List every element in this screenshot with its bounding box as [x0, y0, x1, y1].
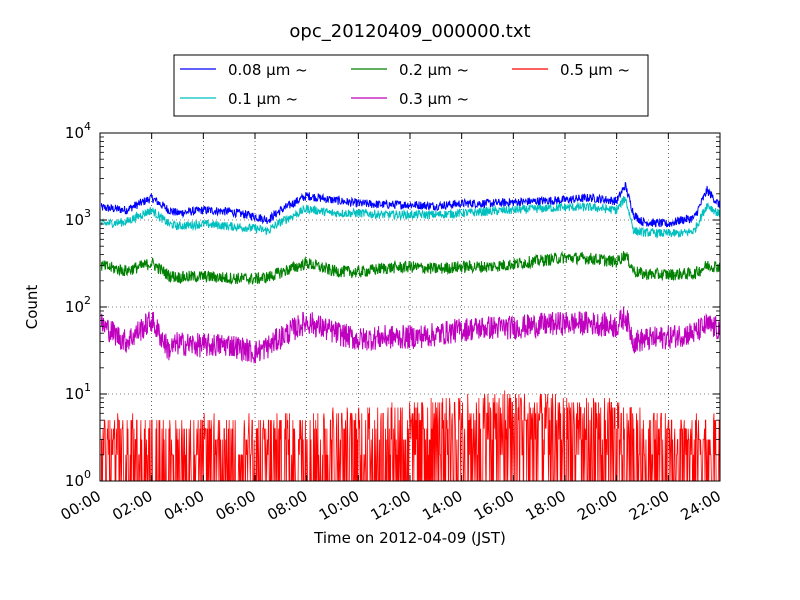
legend: 0.08 μm ~ 0.1 μm ~ 0.2 μm ~ 0.3 μm ~ 0.5 μm … — [173, 54, 649, 117]
legend-label: 0.5 μm ~ — [560, 61, 630, 79]
y-tick-label: 103 — [65, 207, 91, 229]
x-tick-label: 14:00 — [419, 487, 465, 524]
x-tick-label: 22:00 — [626, 487, 672, 524]
y-axis-label: Count — [23, 285, 41, 330]
y-tick-label: 104 — [65, 120, 91, 142]
x-axis-label: Time on 2012-04-09 (JST) — [313, 529, 506, 547]
series-line — [101, 306, 720, 365]
x-tick-label: 18:00 — [523, 487, 569, 524]
legend-label: 0.2 μm ~ — [399, 61, 469, 79]
x-tick-label: 10:00 — [316, 487, 362, 524]
y-tick-label: 102 — [65, 294, 91, 316]
y-tick-label: 100 — [65, 468, 91, 490]
axis-ticks — [99, 132, 721, 482]
series-line — [101, 390, 720, 481]
x-tick-label: 06:00 — [213, 487, 259, 524]
x-tick-label: 12:00 — [368, 487, 414, 524]
legend-label: 0.08 μm ~ — [228, 61, 308, 79]
x-tick-labels: 00:00 02:00 04:00 06:00 08:00 10:00 12:00 14:00… — [58, 487, 724, 524]
legend-box — [173, 54, 649, 117]
x-tick-label: 24:00 — [678, 487, 724, 524]
x-tick-label: 16:00 — [471, 487, 517, 524]
x-tick-label: 04:00 — [161, 487, 207, 524]
x-tick-label: 00:00 — [58, 487, 104, 524]
series-line — [101, 181, 720, 228]
legend-label: 0.3 μm ~ — [399, 90, 469, 108]
series-line — [101, 250, 720, 285]
series-line — [101, 196, 720, 240]
series-layer — [101, 181, 720, 481]
chart-title: opc_20120409_000000.txt — [289, 21, 530, 42]
x-tick-label: 20:00 — [574, 487, 620, 524]
y-tick-labels: 100 101 102 103 104 — [65, 120, 91, 490]
x-tick-label: 02:00 — [109, 487, 155, 524]
legend-label: 0.1 μm ~ — [228, 90, 298, 108]
x-tick-label: 08:00 — [264, 487, 310, 524]
y-tick-label: 101 — [65, 381, 91, 403]
